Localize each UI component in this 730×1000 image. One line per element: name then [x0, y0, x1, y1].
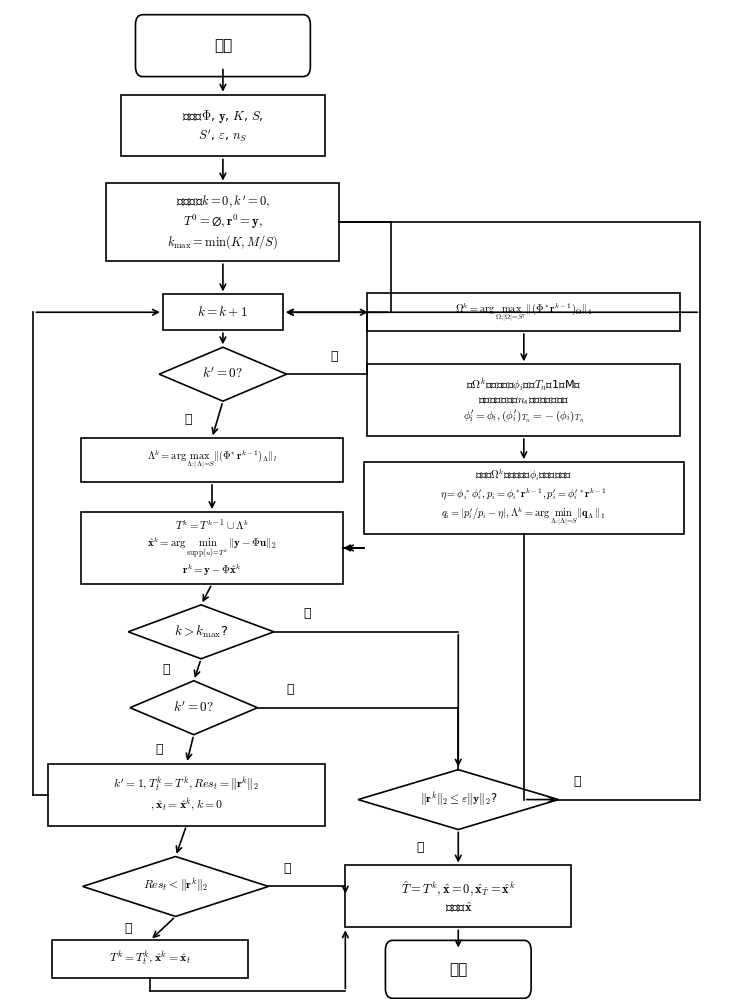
Text: 否: 否	[303, 607, 310, 620]
Text: 否: 否	[573, 775, 580, 788]
Bar	[367, 293, 680, 331]
Bar	[345, 865, 571, 927]
Text: $\|\mathbf{r}^k\|_2\leq\varepsilon\|\mathbf{y}\|_2$?: $\|\mathbf{r}^k\|_2\leq\varepsilon\|\mat…	[420, 791, 497, 809]
Text: $Res_t<\|\mathbf{r}^k\|_2$: $Res_t<\|\mathbf{r}^k\|_2$	[143, 877, 208, 895]
Text: $T^k=T_t^k, \hat{\mathbf{x}}^k=\hat{\mathbf{x}}_t$: $T^k=T_t^k, \hat{\mathbf{x}}^k=\hat{\mat…	[110, 950, 191, 968]
Text: $k'=0?$: $k'=0?$	[202, 367, 243, 381]
Polygon shape	[130, 681, 258, 735]
Text: 输入：$\mathbf{\Phi}$, $\mathbf{y}$, $K$, $S$,
$S'$, $\varepsilon$, $n_S$: 输入：$\mathbf{\Phi}$, $\mathbf{y}$, $K$, $…	[182, 108, 264, 144]
Bar	[121, 95, 325, 156]
Text: 是: 是	[417, 841, 424, 854]
Bar	[107, 183, 339, 261]
Text: $\Lambda^k=\arg\max_{\Lambda:|\Lambda|=S}\|(\mathbf{\Phi}^*\mathbf{r}^{k-1})_\La: $\Lambda^k=\arg\max_{\Lambda:|\Lambda|=S…	[147, 448, 277, 472]
Text: $k>k_{\max}$?: $k>k_{\max}$?	[174, 624, 228, 640]
Bar	[364, 462, 684, 534]
Text: 否: 否	[287, 683, 294, 696]
Text: 否: 否	[283, 862, 291, 875]
Bar	[81, 438, 343, 482]
Text: 是: 是	[124, 922, 132, 935]
Polygon shape	[358, 770, 558, 830]
Text: $\hat{T}=T^k, \hat{\mathbf{x}}=0, \hat{\mathbf{x}}_{\hat{T}}=\hat{\mathbf{x}}^k$: $\hat{T}=T^k, \hat{\mathbf{x}}=0, \hat{\…	[401, 879, 515, 914]
Text: 开始: 开始	[214, 38, 232, 53]
Text: 否: 否	[331, 350, 338, 363]
Bar	[48, 764, 325, 826]
Bar	[52, 940, 248, 978]
Text: 是: 是	[162, 663, 170, 676]
Text: 结束: 结束	[449, 962, 467, 977]
Bar	[163, 294, 283, 330]
Bar	[81, 512, 343, 584]
Text: $T^k=T^{k-1}\cup\Lambda^k$
$\hat{\mathbf{x}}^k=\arg\min_{\mathrm{supp}(u)=T^k}\|: $T^k=T^{k-1}\cup\Lambda^k$ $\hat{\mathbf…	[147, 518, 277, 578]
Text: 是: 是	[184, 413, 192, 426]
Text: 初始化：$k=0, k'=0,$
$T^0=\varnothing, \mathbf{r}^0=\mathbf{y},$
$k_{\max}=\min(K, M: 初始化：$k=0, k'=0,$ $T^0=\varnothing, \math…	[167, 194, 279, 251]
Text: 对$\Omega^k$中每个原子$\phi_i$，令$T_n$为1到M个
数中随机选取的$n_s$个元素的集合，
$\phi_i'=\phi_i, (\phi_: 对$\Omega^k$中每个原子$\phi_i$，令$T_n$为1到M个 数中随…	[464, 376, 585, 424]
FancyBboxPatch shape	[385, 940, 531, 998]
Bar	[367, 364, 680, 436]
Polygon shape	[128, 605, 274, 659]
Text: $\Omega^k=\arg\max_{\Omega:|\Omega|=S'}\|(\mathbf{\Phi}^*\mathbf{r}^{k-1})_\Omeg: $\Omega^k=\arg\max_{\Omega:|\Omega|=S'}\…	[455, 300, 593, 325]
FancyBboxPatch shape	[136, 15, 310, 77]
Text: 对集合$\Omega^k$中每个原子$\phi_i$分别进行计算
$\eta=\phi_i^*\phi_i', p_i=\phi_i^*\mathbf{r}^{: 对集合$\Omega^k$中每个原子$\phi_i$分别进行计算 $\eta=\…	[440, 467, 607, 529]
Text: $k'=1, T_t^k=T^k, Res_t=\|\mathbf{r}^k\|_2$
$, \hat{\mathbf{x}}_t=\hat{\mathbf{x: $k'=1, T_t^k=T^k, Res_t=\|\mathbf{r}^k\|…	[113, 776, 259, 813]
Polygon shape	[159, 347, 287, 401]
Text: 是: 是	[155, 743, 163, 756]
Text: $k'=0?$: $k'=0?$	[173, 700, 214, 715]
Polygon shape	[82, 857, 269, 916]
Text: $k = k+1$: $k = k+1$	[197, 305, 248, 320]
